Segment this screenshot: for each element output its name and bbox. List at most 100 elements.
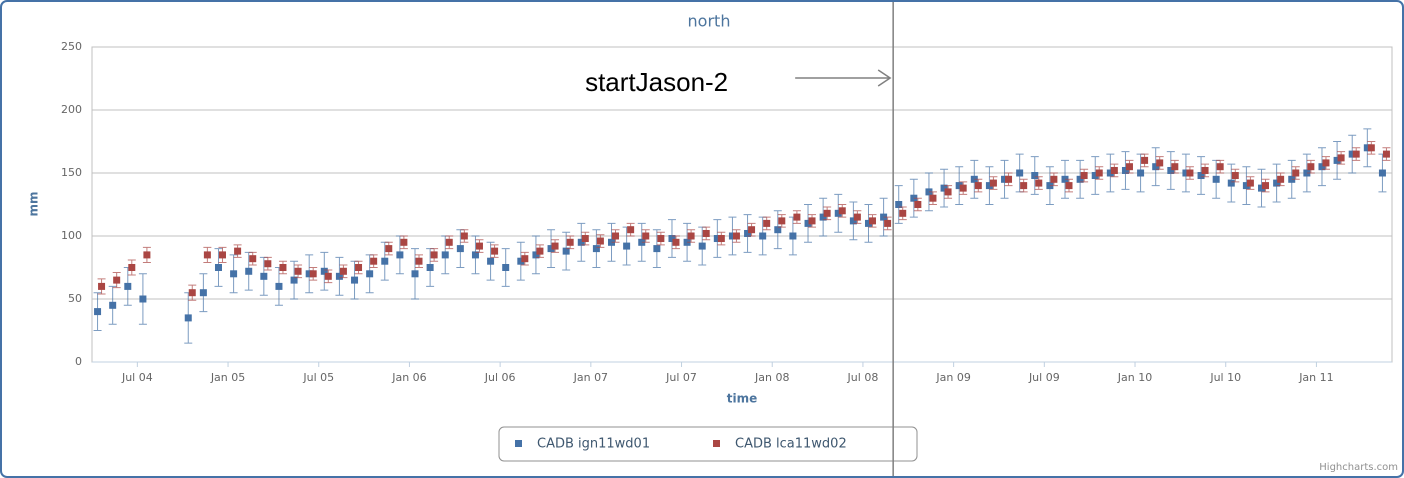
marker bbox=[491, 247, 499, 255]
marker bbox=[370, 257, 378, 265]
marker bbox=[234, 247, 242, 255]
series bbox=[97, 141, 1391, 301]
marker bbox=[789, 232, 797, 240]
marker bbox=[1231, 172, 1239, 180]
legend-label: CADB ign11wd01 bbox=[537, 437, 650, 452]
marker bbox=[1110, 166, 1118, 174]
marker bbox=[959, 184, 967, 192]
marker bbox=[1035, 179, 1043, 187]
marker bbox=[1216, 163, 1224, 171]
marker bbox=[728, 232, 736, 240]
chart-title: north bbox=[688, 12, 731, 31]
marker bbox=[1020, 182, 1028, 190]
marker bbox=[819, 213, 827, 221]
marker bbox=[1333, 156, 1341, 164]
marker bbox=[989, 179, 997, 187]
marker bbox=[763, 219, 771, 227]
marker bbox=[547, 245, 555, 253]
marker bbox=[702, 229, 710, 237]
marker bbox=[275, 282, 283, 290]
marker bbox=[396, 251, 404, 259]
marker bbox=[441, 251, 449, 259]
marker bbox=[748, 226, 756, 234]
x-tick-label: Jul 09 bbox=[1028, 371, 1060, 384]
marker bbox=[415, 257, 423, 265]
marker bbox=[351, 276, 359, 284]
marker bbox=[1348, 150, 1356, 158]
legend-label: CADB lca11wd02 bbox=[735, 437, 847, 452]
marker bbox=[1258, 184, 1266, 192]
marker bbox=[657, 235, 665, 243]
marker bbox=[294, 267, 302, 275]
marker bbox=[562, 247, 570, 255]
marker bbox=[808, 217, 816, 225]
marker bbox=[109, 301, 117, 309]
marker bbox=[1031, 172, 1039, 180]
marker bbox=[460, 232, 468, 240]
plot-background bbox=[91, 46, 1393, 363]
marker bbox=[1167, 166, 1175, 174]
credit: Highcharts.com bbox=[1319, 462, 1398, 473]
marker bbox=[94, 308, 102, 316]
y-tick-label: 100 bbox=[61, 229, 82, 242]
marker bbox=[698, 242, 706, 250]
marker bbox=[895, 201, 903, 208]
y-tick-label: 0 bbox=[75, 355, 82, 368]
marker bbox=[668, 235, 676, 243]
x-tick-label: Jan 10 bbox=[1117, 371, 1152, 384]
marker bbox=[199, 289, 207, 297]
marker bbox=[203, 251, 211, 259]
x-tick-label: Jan 07 bbox=[573, 371, 608, 384]
marker bbox=[1307, 163, 1315, 171]
x-tick-label: Jan 09 bbox=[935, 371, 970, 384]
marker bbox=[940, 184, 948, 192]
x-tick-label: Jul 08 bbox=[847, 371, 879, 384]
marker bbox=[612, 232, 620, 240]
marker bbox=[1201, 166, 1209, 174]
y-tick-label: 50 bbox=[68, 292, 82, 305]
marker bbox=[1156, 159, 1164, 167]
x-tick-label: Jan 06 bbox=[391, 371, 426, 384]
marker bbox=[335, 272, 343, 280]
marker bbox=[985, 182, 993, 190]
marker bbox=[355, 264, 363, 271]
marker bbox=[974, 182, 982, 190]
marker bbox=[596, 237, 604, 245]
marker bbox=[627, 226, 635, 234]
marker bbox=[305, 270, 313, 278]
marker bbox=[592, 245, 600, 253]
x-tick-label: Jan 05 bbox=[210, 371, 245, 384]
marker bbox=[853, 213, 861, 221]
marker bbox=[1212, 175, 1220, 183]
legend-marker bbox=[515, 440, 522, 447]
marker bbox=[502, 264, 510, 271]
marker bbox=[804, 219, 812, 227]
marker bbox=[744, 229, 752, 237]
marker bbox=[128, 264, 136, 271]
marker bbox=[623, 242, 631, 250]
x-axis-label: time bbox=[727, 392, 758, 406]
marker bbox=[653, 245, 661, 253]
marker bbox=[1227, 179, 1235, 187]
marker bbox=[290, 276, 298, 284]
marker bbox=[536, 247, 544, 255]
annotation-arrow bbox=[795, 69, 892, 87]
marker bbox=[759, 232, 767, 240]
marker bbox=[717, 235, 725, 243]
marker bbox=[426, 264, 434, 271]
marker bbox=[1091, 172, 1099, 180]
marker bbox=[1277, 175, 1285, 183]
marker bbox=[1378, 169, 1386, 177]
marker bbox=[868, 217, 876, 225]
marker bbox=[955, 182, 963, 190]
marker bbox=[566, 238, 574, 246]
marker bbox=[430, 251, 438, 259]
marker bbox=[1050, 175, 1058, 183]
x-tick-label: Jul 04 bbox=[121, 371, 153, 384]
marker bbox=[899, 209, 907, 217]
marker bbox=[1080, 172, 1088, 180]
marker bbox=[139, 295, 147, 303]
series bbox=[93, 128, 1387, 344]
